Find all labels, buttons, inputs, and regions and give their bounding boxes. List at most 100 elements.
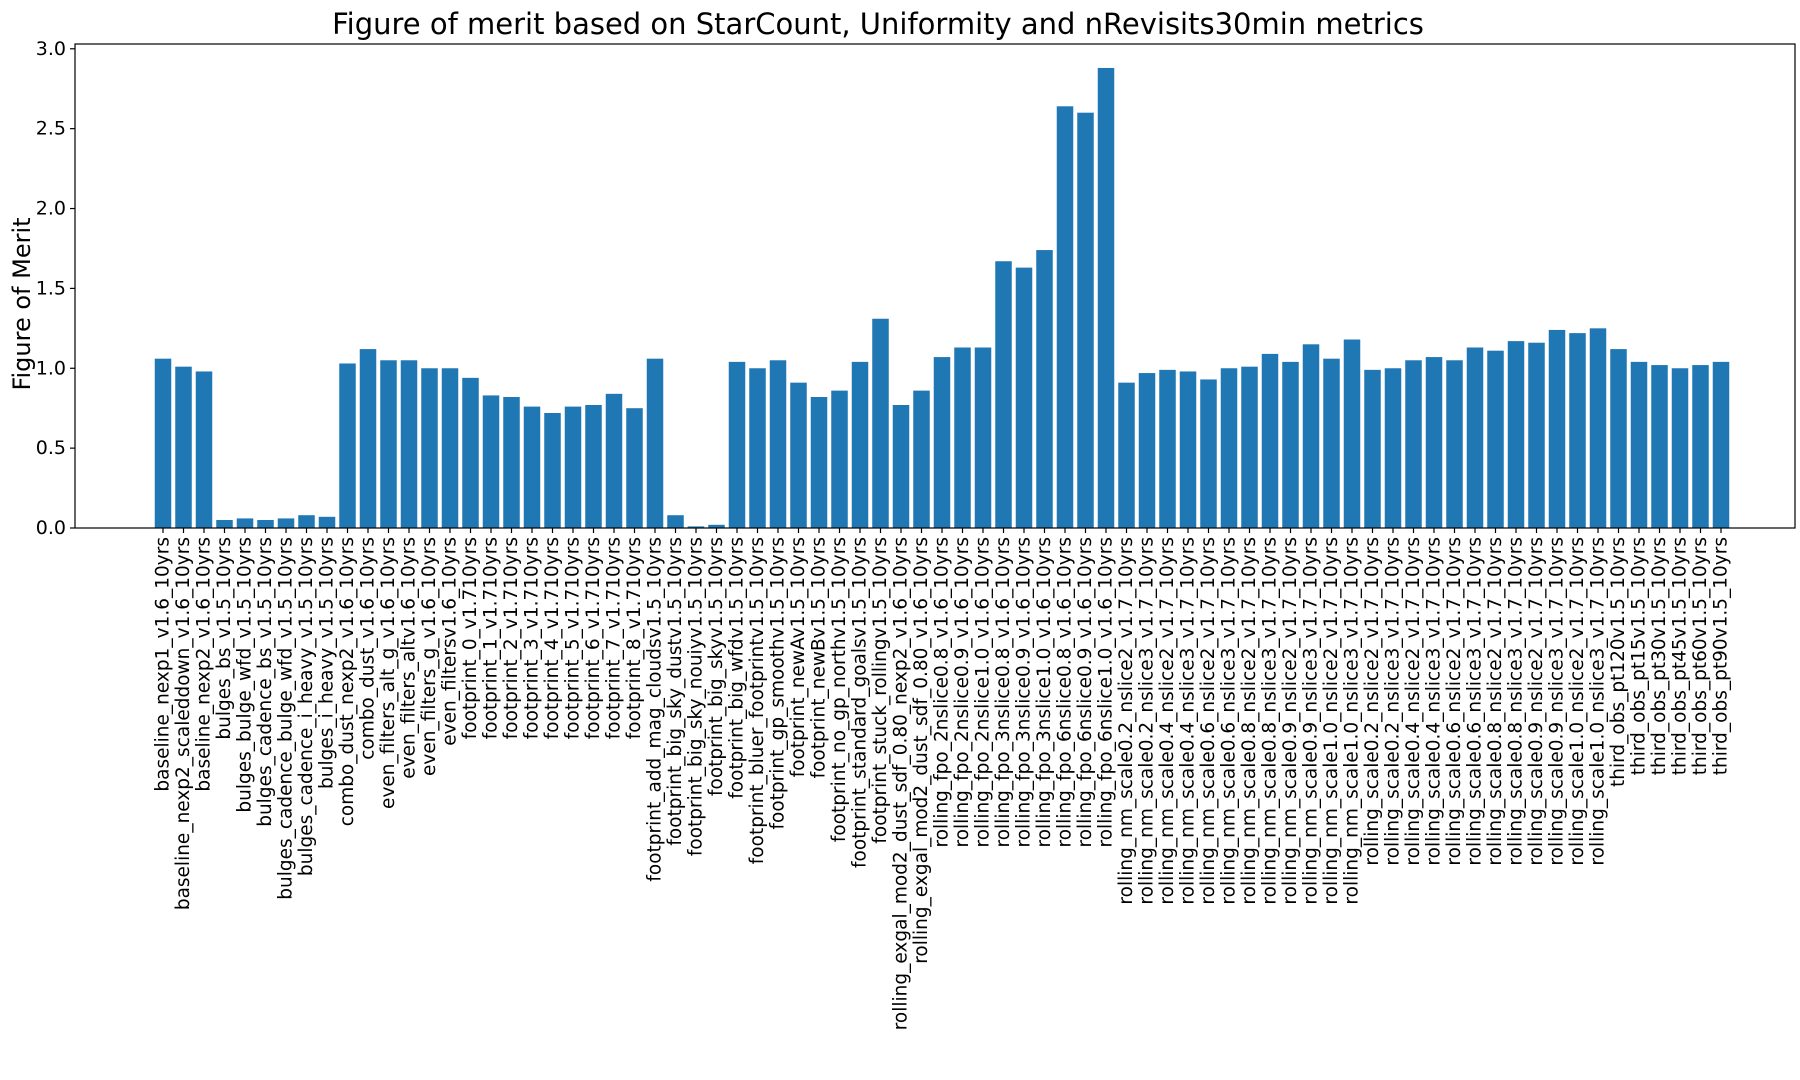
- bar: [1651, 365, 1668, 528]
- x-tick-label: rolling_nm_scale0.8_nslice3_v1.7_10yrs: [1260, 537, 1281, 905]
- x-tick-label: rolling_nm_scale0.4_nslice2_v1.7_10yrs: [1157, 537, 1178, 905]
- bar: [1200, 379, 1217, 528]
- x-tick-label: third_obs_pt90v1.5_10yrs: [1711, 537, 1732, 775]
- x-tick-label: third_obs_pt60v1.5_10yrs: [1690, 537, 1711, 775]
- bar: [1323, 358, 1340, 528]
- x-tick-label: rolling_scale1.0_nslice3_v1.7_10yrs: [1588, 537, 1609, 866]
- bar: [1548, 329, 1566, 528]
- bar: [257, 520, 274, 528]
- x-tick-label: rolling_fpo_2nslice1.0_v1.6_10yrs: [973, 537, 994, 847]
- bar: [1220, 368, 1238, 528]
- x-tick-label: rolling_fpo_2nslice0.8_v1.6_10yrs: [932, 537, 953, 847]
- bar: [154, 358, 172, 528]
- bar: [564, 406, 582, 528]
- x-tick-label: rolling_nm_scale0.2_nslice3_v1.7_10yrs: [1137, 537, 1158, 905]
- bar: [216, 520, 233, 528]
- x-tick-label: rolling_nm_scale1.0_nslice2_v1.7_10yrs: [1321, 537, 1342, 905]
- bar: [400, 360, 418, 528]
- x-tick-label: baseline_nexp2_scaleddown_v1.6_10yrs: [173, 537, 194, 910]
- x-tick-label: bulges_cadence_bulge_wfd_v1.5_10yrs: [276, 537, 297, 900]
- bar: [667, 515, 684, 528]
- bar: [626, 408, 643, 528]
- x-tick-label: rolling_fpo_3nslice0.8_v1.6_10yrs: [993, 537, 1014, 847]
- plot-frame: [74, 43, 1796, 529]
- bar: [1015, 267, 1033, 528]
- bar: [1712, 361, 1730, 528]
- bar: [1425, 357, 1443, 528]
- x-tick-label: combo_dust_v1.6_10yrs: [358, 537, 379, 760]
- x-tick-label: rolling_fpo_6nslice0.8_v1.6_10yrs: [1055, 537, 1076, 847]
- bar: [1610, 349, 1627, 528]
- bar: [1097, 67, 1115, 529]
- bar: [1405, 360, 1422, 528]
- x-tick-label: footprint_big_wfdv1.5_10yrs: [727, 537, 748, 799]
- bar: [728, 361, 746, 528]
- bar: [1282, 361, 1299, 528]
- bar: [1036, 250, 1053, 528]
- x-tick-label: baseline_nexp1_v1.6_10yrs: [153, 537, 174, 792]
- x-tick-label: rolling_fpo_6nslice0.9_v1.6_10yrs: [1075, 537, 1096, 847]
- x-tick-label: even_filtersv1.6_10yrs: [440, 537, 461, 746]
- bar: [1159, 369, 1176, 528]
- x-tick-label: footprint_newAv1.5_10yrs: [788, 537, 809, 777]
- x-tick-label: rolling_scale0.9_nslice2_v1.7_10yrs: [1526, 537, 1547, 866]
- bar: [585, 405, 602, 528]
- bar: [1692, 365, 1709, 528]
- bar: [790, 382, 807, 528]
- bar: [482, 395, 500, 528]
- y-tick-label: 1.5: [36, 277, 66, 299]
- bar: [1077, 112, 1094, 528]
- x-tick-label: rolling_scale0.2_nslice3_v1.7_10yrs: [1383, 537, 1404, 866]
- bar: [1569, 333, 1586, 528]
- bar: [1056, 106, 1074, 529]
- bar: [831, 390, 848, 528]
- bar: [954, 347, 971, 528]
- bar: [1179, 371, 1197, 528]
- x-tick-label: third_obs_pt30v1.5_10yrs: [1649, 537, 1670, 775]
- x-tick-label: rolling_scale1.0_nslice2_v1.7_10yrs: [1567, 537, 1588, 866]
- x-tick-label: footprint_add_mag_cloudsv1.5_10yrs: [645, 537, 666, 882]
- x-tick-label: rolling_fpo_3nslice0.9_v1.6_10yrs: [1014, 537, 1035, 847]
- bar: [421, 368, 438, 528]
- bar: [995, 261, 1012, 528]
- bar: [1630, 361, 1648, 528]
- x-tick-label: footprint_no_gp_northv1.5_10yrs: [829, 537, 850, 842]
- x-tick-label: rolling_scale0.6_nslice2_v1.7_10yrs: [1444, 537, 1465, 866]
- x-tick-label: baseline_nexp2_v1.6_10yrs: [194, 537, 215, 792]
- bar: [1671, 368, 1689, 528]
- x-tick-label: rolling_nm_scale0.6_nslice2_v1.7_10yrs: [1198, 537, 1219, 905]
- x-tick-label: even_filters_altv1.6_10yrs: [399, 537, 420, 779]
- bar: [544, 412, 561, 528]
- bar: [1487, 350, 1504, 528]
- bar: [318, 516, 336, 528]
- x-tick-label: rolling_scale0.2_nslice2_v1.7_10yrs: [1362, 537, 1383, 866]
- bar: [1446, 360, 1463, 528]
- bar: [872, 318, 889, 528]
- bar: [1528, 342, 1545, 528]
- bar: [195, 371, 213, 528]
- x-tick-label: footprint_5_v1.710yrs: [563, 537, 584, 739]
- x-tick-label: even_filters_alt_g_v1.6_10yrs: [378, 537, 399, 809]
- y-axis-label: Figure of Merit: [8, 217, 36, 390]
- x-tick-label: footprint_standard_goalsv1.5_10yrs: [850, 537, 871, 868]
- x-tick-label: even_filters_g_v1.6_10yrs: [419, 537, 440, 776]
- bar: [298, 515, 315, 528]
- x-tick-label: footprint_7_v1.710yrs: [604, 537, 625, 739]
- bar: [687, 526, 705, 528]
- bar: [892, 405, 910, 528]
- x-tick-label: rolling_nm_scale1.0_nslice3_v1.7_10yrs: [1342, 537, 1363, 905]
- bar: [1302, 344, 1320, 528]
- x-tick-label: bulges_cadence_bs_v1.5_10yrs: [255, 537, 276, 827]
- x-tick-label: rolling_nm_scale0.6_nslice3_v1.7_10yrs: [1219, 537, 1240, 905]
- x-tick-label: footprint_bluer_footprintv1.5_10yrs: [747, 537, 768, 864]
- bar: [339, 363, 356, 528]
- bar: [851, 361, 869, 528]
- x-tick-label: footprint_1_v1.710yrs: [481, 537, 502, 739]
- bar: [523, 406, 541, 528]
- bar: [359, 349, 377, 528]
- bar: [1589, 328, 1607, 528]
- x-tick-label: combo_dust_nexp2_v1.6_10yrs: [337, 537, 358, 826]
- bar: [749, 368, 766, 528]
- x-tick-label: rolling_nm_scale0.8_nslice2_v1.7_10yrs: [1239, 537, 1260, 905]
